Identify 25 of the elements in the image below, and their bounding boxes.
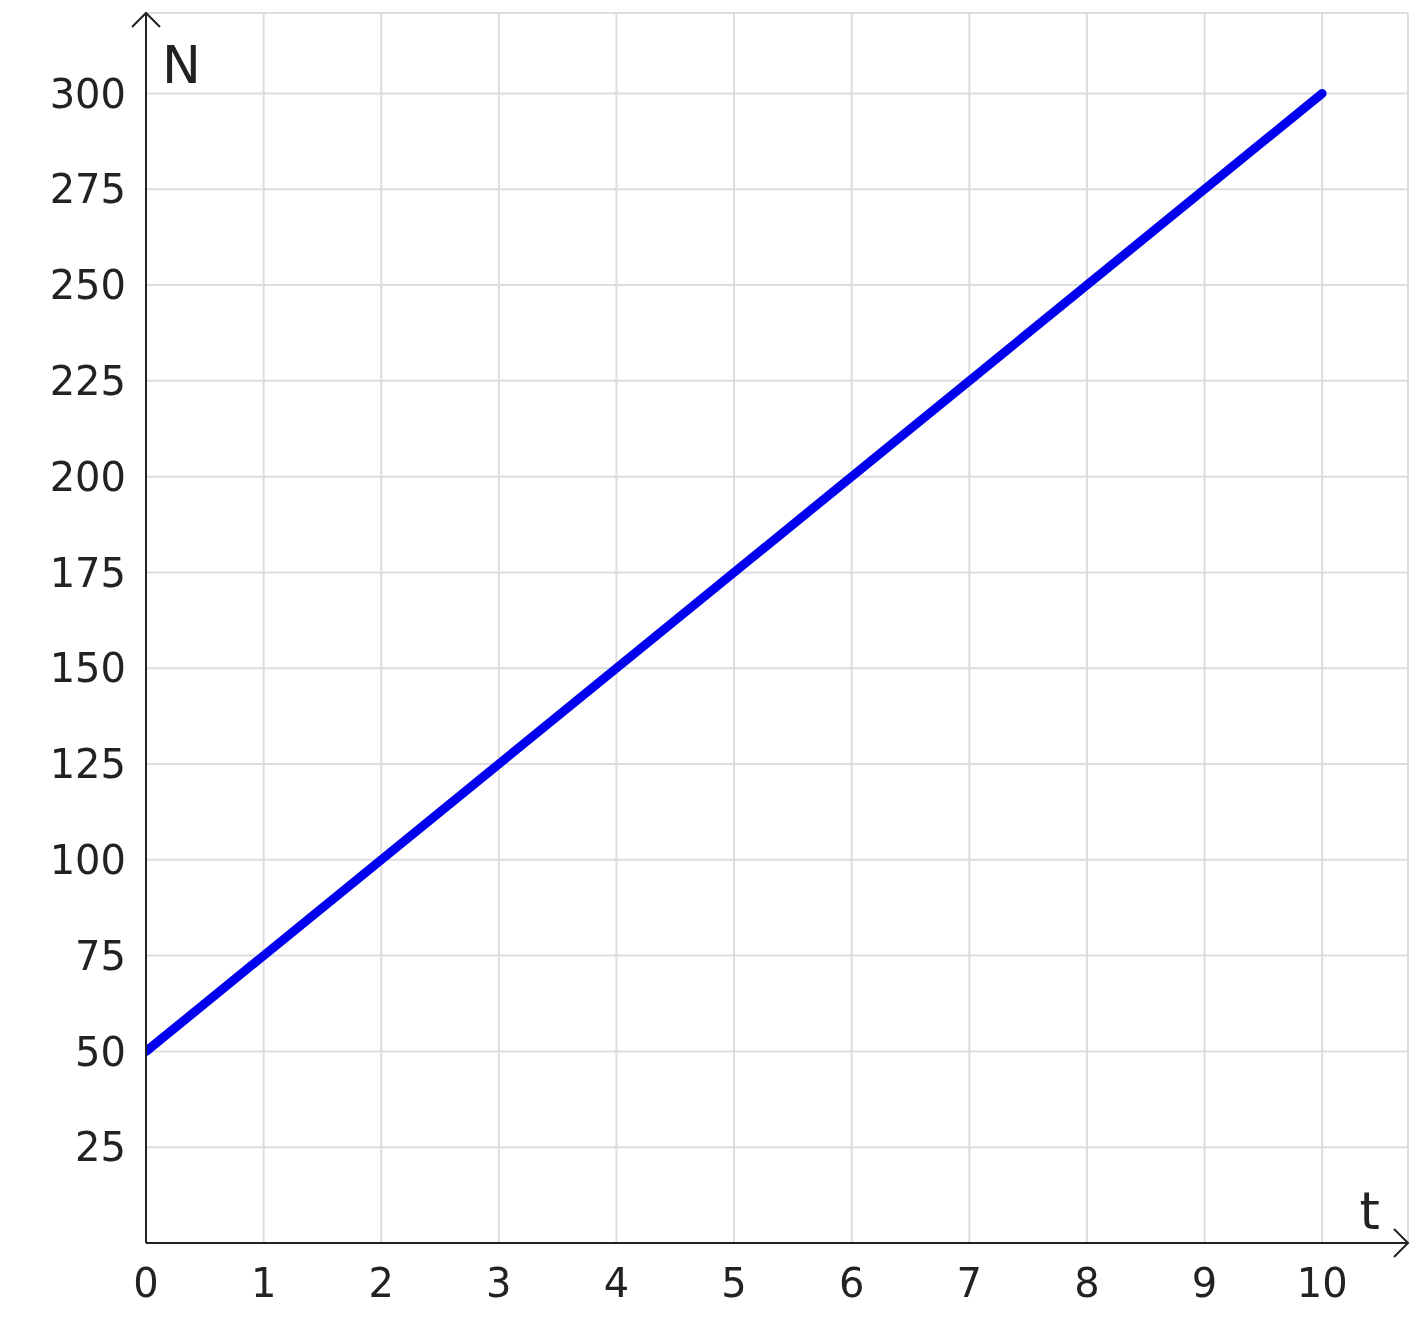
x-tick-label: 9 [1191, 1260, 1218, 1307]
y-tick-label: 150 [49, 645, 126, 692]
x-tick-label: 8 [1074, 1260, 1100, 1307]
x-tick-label: 10 [1296, 1260, 1348, 1307]
x-tick-label: 3 [486, 1260, 512, 1307]
y-tick-label: 175 [49, 549, 126, 596]
x-tick-label: 4 [603, 1260, 630, 1307]
y-tick-label: 250 [49, 262, 126, 309]
x-tick-label: 0 [133, 1260, 159, 1307]
y-tick-label: 75 [75, 932, 126, 979]
y-tick-label: 300 [49, 70, 126, 117]
y-tick-label: 25 [75, 1124, 126, 1171]
x-axis-title: t [1359, 1181, 1380, 1241]
x-tick-label: 6 [838, 1260, 865, 1307]
y-axis-title: N [162, 35, 201, 95]
x-tick-label: 5 [721, 1260, 747, 1307]
x-tick-label: 2 [368, 1260, 394, 1307]
x-tick-label: 1 [250, 1260, 277, 1307]
y-tick-label: 225 [49, 358, 126, 405]
y-tick-label: 125 [49, 741, 126, 788]
y-tick-label: 100 [49, 837, 126, 884]
y-tick-label: 50 [75, 1028, 126, 1075]
x-tick-label: 7 [956, 1260, 983, 1307]
y-tick-label: 200 [49, 453, 126, 500]
y-tick-label: 275 [49, 166, 126, 213]
